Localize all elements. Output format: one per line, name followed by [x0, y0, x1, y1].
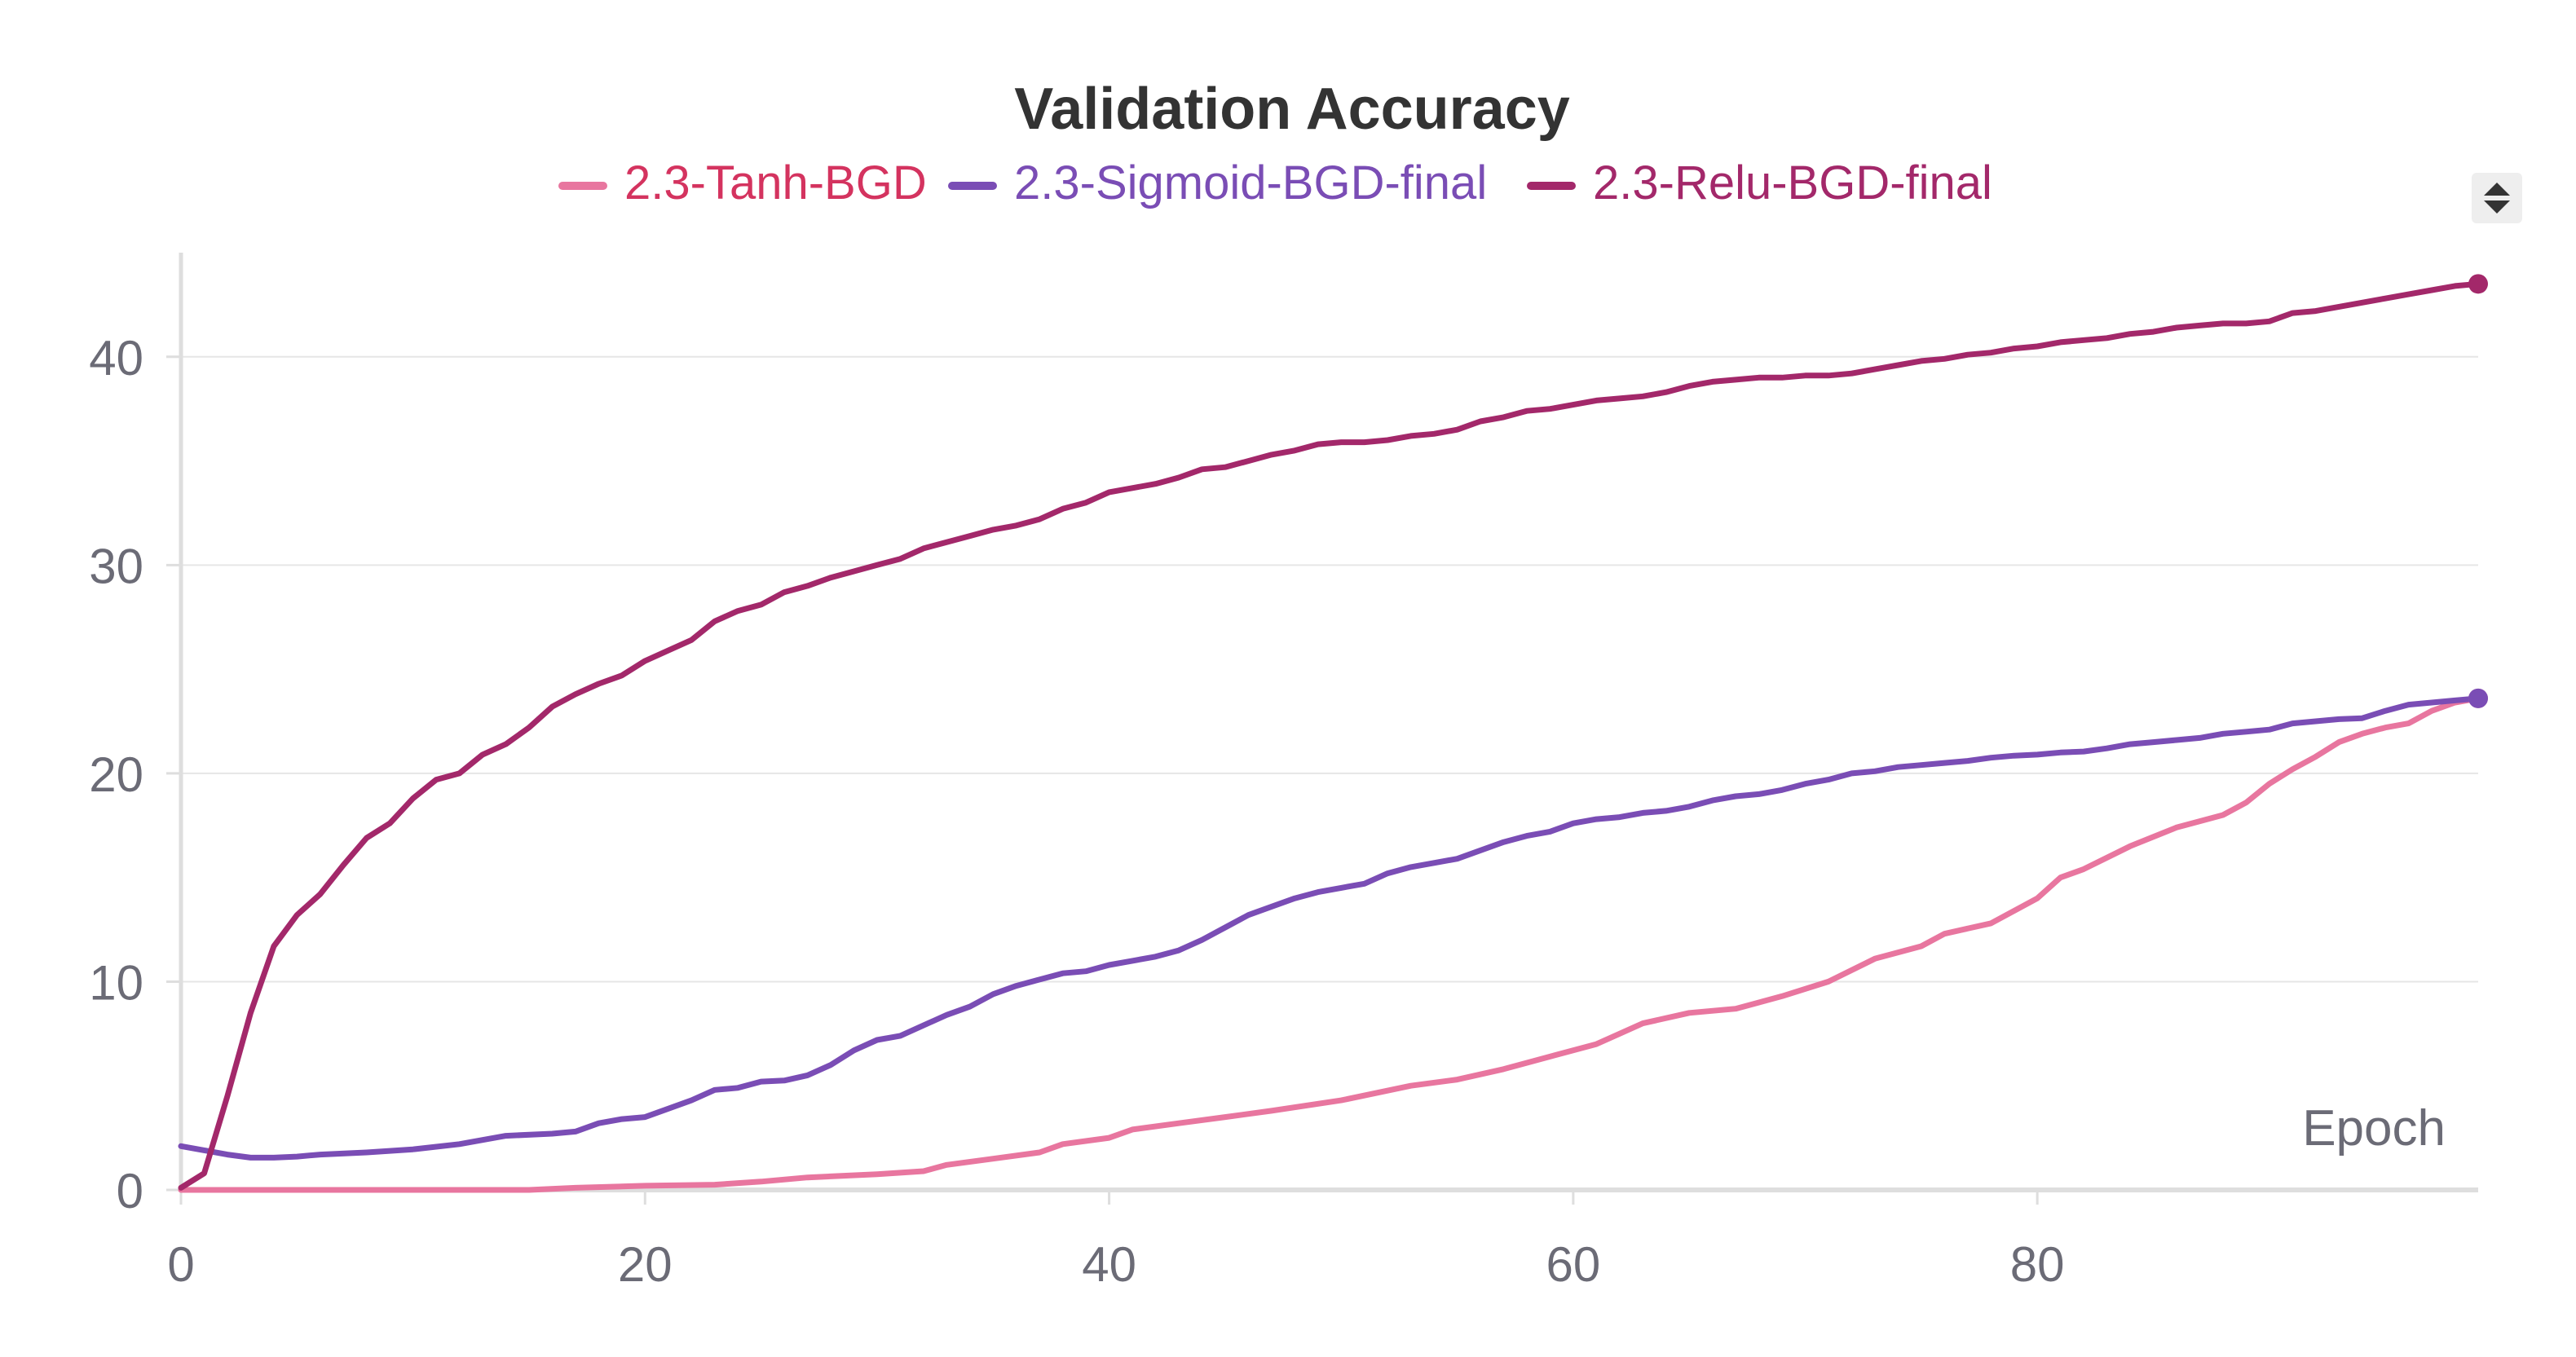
- x-tick-label: 40: [1082, 1237, 1136, 1292]
- x-tick-label: 0: [167, 1237, 194, 1292]
- y-tick-label: 40: [89, 331, 143, 386]
- series-lines: [178, 280, 2481, 1193]
- series-line-2: [178, 280, 2481, 1191]
- series-endpoints: [2468, 274, 2488, 708]
- series-endpoint-2: [2468, 274, 2488, 294]
- tick-labels: 0 10 20 30 40 0 20 40 60 80: [89, 331, 2064, 1292]
- controls-background: [2472, 173, 2522, 223]
- legend-label-1: 2.3-Sigmoid-BGD-final: [1014, 156, 1487, 209]
- x-tick-label: 60: [1546, 1237, 1601, 1292]
- y-tick-label: 10: [89, 955, 143, 1010]
- chart-title: Validation Accuracy: [1014, 77, 1570, 142]
- series-line-1: [178, 695, 2481, 1161]
- x-tick-label: 20: [618, 1237, 673, 1292]
- y-tick-label: 20: [89, 747, 143, 802]
- y-tick-label: 30: [89, 539, 143, 593]
- series-line-0: [178, 695, 2481, 1193]
- chevron-down-icon: [2484, 200, 2510, 214]
- chevron-up-icon: [2484, 183, 2510, 196]
- grid-lines: [181, 355, 2478, 983]
- x-tick-label: 80: [2010, 1237, 2065, 1292]
- legend: 2.3-Tanh-BGD 2.3-Sigmoid-BGD-final 2.3-Rel…: [558, 156, 1992, 209]
- legend-label-0: 2.3-Tanh-BGD: [624, 156, 927, 209]
- y-tick-label: 0: [117, 1164, 143, 1218]
- legend-label-2: 2.3-Relu-BGD-final: [1593, 156, 1992, 209]
- x-axis-label: Epoch: [2302, 1100, 2446, 1157]
- chart-controls-button[interactable]: [2472, 173, 2522, 223]
- legend-item-0[interactable]: 2.3-Tanh-BGD: [558, 156, 927, 209]
- legend-item-2[interactable]: 2.3-Relu-BGD-final: [1527, 156, 1992, 209]
- legend-item-1[interactable]: 2.3-Sigmoid-BGD-final: [948, 156, 1487, 209]
- series-endpoint-1: [2468, 688, 2488, 708]
